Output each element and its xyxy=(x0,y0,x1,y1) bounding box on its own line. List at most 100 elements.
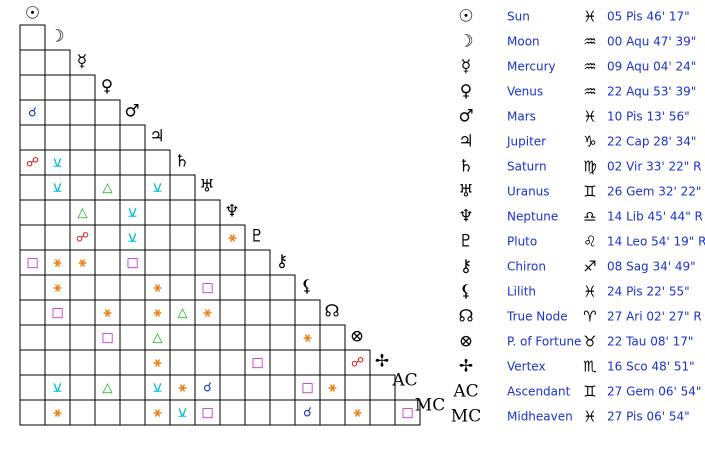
aspect-glyph: ⚺ xyxy=(53,156,62,171)
sign-glyph: ♊ xyxy=(583,183,596,201)
aspect-glyph: ☌ xyxy=(303,406,312,421)
grid-cell xyxy=(144,224,171,251)
legend-glyph: ♃ xyxy=(458,132,473,152)
grid-cell xyxy=(144,249,171,276)
grid-cell xyxy=(169,274,196,301)
planet-position: 27 Gem 06' 54" xyxy=(607,385,701,399)
grid-cell xyxy=(219,324,246,351)
legend-glyph: MC xyxy=(451,407,481,427)
legend-glyph: ♄ xyxy=(458,157,473,177)
grid-cell xyxy=(244,299,271,326)
grid-cell xyxy=(194,349,221,376)
grid-cell xyxy=(44,224,71,251)
grid-cell xyxy=(319,349,346,376)
planet-position: 14 Lib 45' 44" R xyxy=(607,210,703,224)
grid-cell xyxy=(369,374,396,401)
aspect-glyph: ⚹ xyxy=(204,306,212,321)
grid-cell xyxy=(94,199,121,226)
grid-cell xyxy=(244,274,271,301)
grid-cell xyxy=(169,199,196,226)
grid-cell xyxy=(169,324,196,351)
planet-name[interactable]: Venus xyxy=(507,85,543,99)
legend-glyph: ♂ xyxy=(458,107,473,127)
planet-name[interactable]: Mercury xyxy=(507,60,556,74)
grid-cell xyxy=(244,399,271,426)
sign-glyph: ♉ xyxy=(583,333,596,351)
grid-cell xyxy=(119,349,146,376)
planet-name[interactable]: Lilith xyxy=(507,285,536,299)
planet-glyph: ⚷ xyxy=(276,252,288,272)
sign-glyph: ♍ xyxy=(583,158,596,176)
grid-cell xyxy=(169,224,196,251)
grid-cell xyxy=(244,374,271,401)
planet-name[interactable]: P. of Fortune xyxy=(507,335,581,349)
planet-name[interactable]: Pluto xyxy=(507,235,537,249)
legend-glyph: ⚸ xyxy=(460,282,472,302)
planet-name[interactable]: Ascendant xyxy=(507,385,571,399)
grid-cell xyxy=(19,224,46,251)
grid-cell xyxy=(19,124,46,151)
planet-name[interactable]: Jupiter xyxy=(506,135,546,149)
grid-cell xyxy=(119,149,146,176)
planet-name[interactable]: Midheaven xyxy=(507,410,573,424)
planet-name[interactable]: Chiron xyxy=(507,260,546,274)
grid-cell xyxy=(69,174,96,201)
planet-position: 26 Gem 32' 22" R xyxy=(607,185,705,199)
planet-name[interactable]: Sun xyxy=(507,10,530,24)
planet-name[interactable]: Mars xyxy=(507,110,536,124)
grid-cell xyxy=(219,274,246,301)
planet-position: 00 Aqu 47' 39" xyxy=(607,35,696,49)
planet-name[interactable]: True Node xyxy=(506,310,568,324)
grid-cell xyxy=(219,299,246,326)
planet-position: 27 Ari 02' 27" R xyxy=(607,310,702,324)
aspect-glyph: □ xyxy=(251,356,263,371)
grid-cell xyxy=(194,199,221,226)
planet-glyph: ♄ xyxy=(174,152,189,172)
aspect-glyph: ☌ xyxy=(203,381,212,396)
planet-position: 22 Cap 28' 34" xyxy=(607,135,696,149)
aspect-glyph: ⚹ xyxy=(329,381,337,396)
aspect-glyph: ⚹ xyxy=(229,231,237,246)
legend-glyph: ☽ xyxy=(458,32,473,52)
grid-cell xyxy=(119,124,146,151)
grid-cell xyxy=(94,124,121,151)
grid-cell xyxy=(219,374,246,401)
planet-name[interactable]: Saturn xyxy=(507,160,547,174)
aspect-glyph: □ xyxy=(401,406,413,421)
aspect-glyph: ⚺ xyxy=(53,381,62,396)
grid-cell xyxy=(319,399,346,426)
aspect-glyph: ⚺ xyxy=(128,231,137,246)
grid-cell xyxy=(19,374,46,401)
grid-cell xyxy=(44,124,71,151)
aspect-glyph: □ xyxy=(301,381,313,396)
sign-glyph: ♓ xyxy=(583,8,596,26)
grid-cell xyxy=(44,349,71,376)
grid-cell xyxy=(19,299,46,326)
sign-glyph: ♏ xyxy=(583,358,597,376)
aspect-glyph: □ xyxy=(51,306,63,321)
sign-glyph: ♎ xyxy=(583,208,596,226)
aspect-glyph: ⚹ xyxy=(54,406,62,421)
grid-cell xyxy=(69,149,96,176)
planet-position: 14 Leo 54' 19" R xyxy=(607,235,705,249)
planet-name[interactable]: Uranus xyxy=(507,185,550,199)
grid-cell xyxy=(19,274,46,301)
grid-cell xyxy=(144,199,171,226)
aspect-glyph: ⚹ xyxy=(54,256,62,271)
aspect-glyph: ⚺ xyxy=(178,406,187,421)
grid-cell xyxy=(119,399,146,426)
planet-name[interactable]: Vertex xyxy=(507,360,546,374)
legend-glyph: ♅ xyxy=(458,182,473,202)
planet-position: 22 Tau 08' 17" xyxy=(607,335,693,349)
planet-name[interactable]: Neptune xyxy=(507,210,558,224)
legend-glyph: AC xyxy=(452,382,478,402)
planet-position: 22 Aqu 53' 39" xyxy=(607,85,696,99)
grid-cell xyxy=(44,49,71,76)
planet-glyph: ♇ xyxy=(249,227,264,247)
planet-name[interactable]: Moon xyxy=(507,35,540,49)
legend-glyph: ☊ xyxy=(458,307,473,327)
planet-glyph: ♃ xyxy=(149,127,164,147)
aspect-glyph: △ xyxy=(103,381,113,396)
planet-position: 27 Pis 06' 54" xyxy=(607,410,690,424)
